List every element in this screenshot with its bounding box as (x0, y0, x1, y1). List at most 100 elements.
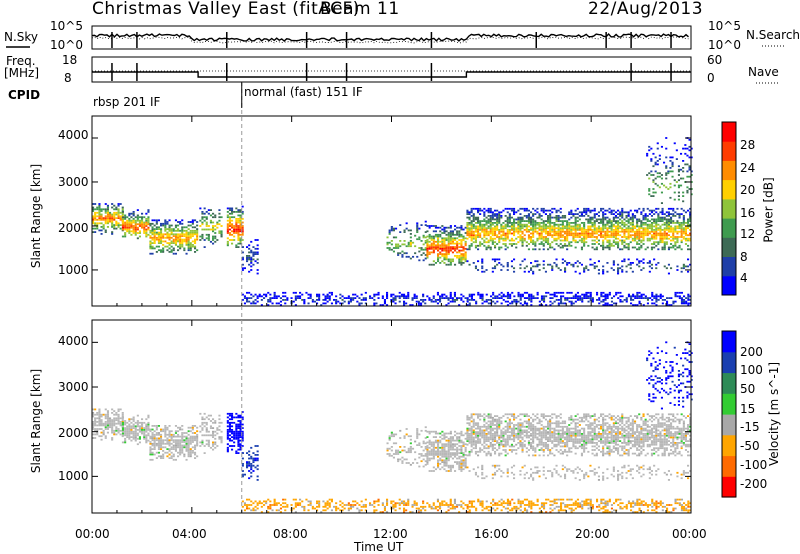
power-cell (686, 163, 689, 166)
power-cell (574, 270, 577, 273)
power-cell (145, 219, 148, 222)
power-cell (424, 254, 427, 256)
power-cell (656, 184, 659, 187)
velocity-cell (428, 450, 431, 453)
power-cell (674, 229, 677, 231)
power-cell (422, 236, 425, 239)
power-cell (98, 215, 101, 218)
power-cell (523, 220, 526, 222)
power-cell (474, 244, 477, 247)
power-cell (113, 211, 116, 214)
power-cell (445, 256, 448, 259)
power-cell (625, 236, 628, 238)
velocity-cell (460, 434, 463, 437)
velocity-cell (160, 444, 163, 447)
velocity-cell (395, 449, 398, 452)
power-cell (98, 208, 101, 211)
power-cell (646, 229, 649, 231)
power-cell (498, 248, 501, 251)
power-cell (591, 225, 594, 228)
velocity-cell (121, 421, 124, 424)
velocity-cell (189, 453, 192, 456)
power-cell (443, 246, 446, 248)
power-cell (631, 239, 634, 242)
power-cell (185, 240, 188, 243)
power-cell (160, 249, 163, 252)
velocity-cell (418, 444, 421, 446)
power-cell (532, 241, 535, 244)
power-cell (549, 244, 552, 247)
power-cell (428, 240, 431, 243)
power-cell (489, 218, 492, 221)
velocity-cell (432, 445, 435, 447)
velocity-cell (462, 434, 465, 437)
velocity-cell (226, 434, 229, 437)
velocity-cell (94, 421, 97, 423)
power-cell (527, 243, 530, 245)
power-cell (149, 252, 152, 255)
velocity-cell (170, 448, 173, 450)
power-cell (636, 236, 639, 238)
power-cell (468, 223, 471, 226)
power-cell (617, 297, 620, 299)
power-cell (449, 225, 452, 227)
power-cell (506, 237, 509, 240)
velocity-cell (138, 430, 141, 433)
power-cell (456, 242, 459, 245)
velocity-cell (487, 438, 490, 441)
power-cell (235, 218, 238, 220)
power-cell (502, 299, 505, 301)
power-cell (608, 222, 611, 224)
velocity-cell (172, 433, 175, 436)
power-cell (474, 230, 477, 233)
velocity-cell (416, 437, 419, 439)
velocity-cell (422, 454, 425, 457)
velocity-cell (481, 429, 484, 432)
power-cell (153, 228, 156, 230)
power-cell (587, 220, 590, 222)
power-cell (564, 236, 567, 238)
power-cell (521, 304, 524, 306)
power-cell (631, 237, 634, 240)
power-cell (638, 239, 641, 242)
power-cell (687, 218, 690, 221)
power-cell (655, 207, 658, 210)
power-cell (538, 229, 541, 231)
power-cell (670, 297, 673, 299)
power-cell (551, 216, 554, 219)
power-cell (648, 149, 651, 152)
power-cell (121, 221, 124, 224)
power-cell (646, 299, 649, 301)
power-cell (477, 230, 480, 233)
power-cell (339, 293, 342, 296)
power-cell (598, 299, 601, 301)
power-cell (510, 229, 513, 231)
power-cell (339, 297, 342, 299)
power-cell (576, 236, 579, 238)
power-cell (676, 241, 679, 244)
power-cell (600, 291, 603, 294)
power-cell (678, 222, 681, 224)
power-cell (294, 299, 297, 301)
velocity-cell (109, 417, 112, 420)
power-cell (562, 295, 565, 298)
power-cell (654, 163, 657, 166)
power-cell (447, 226, 450, 229)
power-cell (138, 225, 141, 227)
power-cell (360, 302, 363, 305)
power-cell (625, 215, 628, 217)
power-cell (151, 238, 154, 241)
power-cell (680, 248, 683, 251)
velocity-cell (113, 413, 116, 416)
power-cell (454, 255, 457, 257)
power-cell (132, 230, 135, 233)
power-cell (638, 291, 641, 294)
velocity-cell (153, 430, 156, 433)
velocity-cell (194, 457, 197, 459)
power-cell (614, 236, 617, 238)
power-cell (667, 229, 670, 231)
velocity-cell (468, 452, 471, 455)
power-cell (417, 304, 420, 306)
power-cell (136, 216, 139, 219)
power-cell (666, 304, 669, 306)
